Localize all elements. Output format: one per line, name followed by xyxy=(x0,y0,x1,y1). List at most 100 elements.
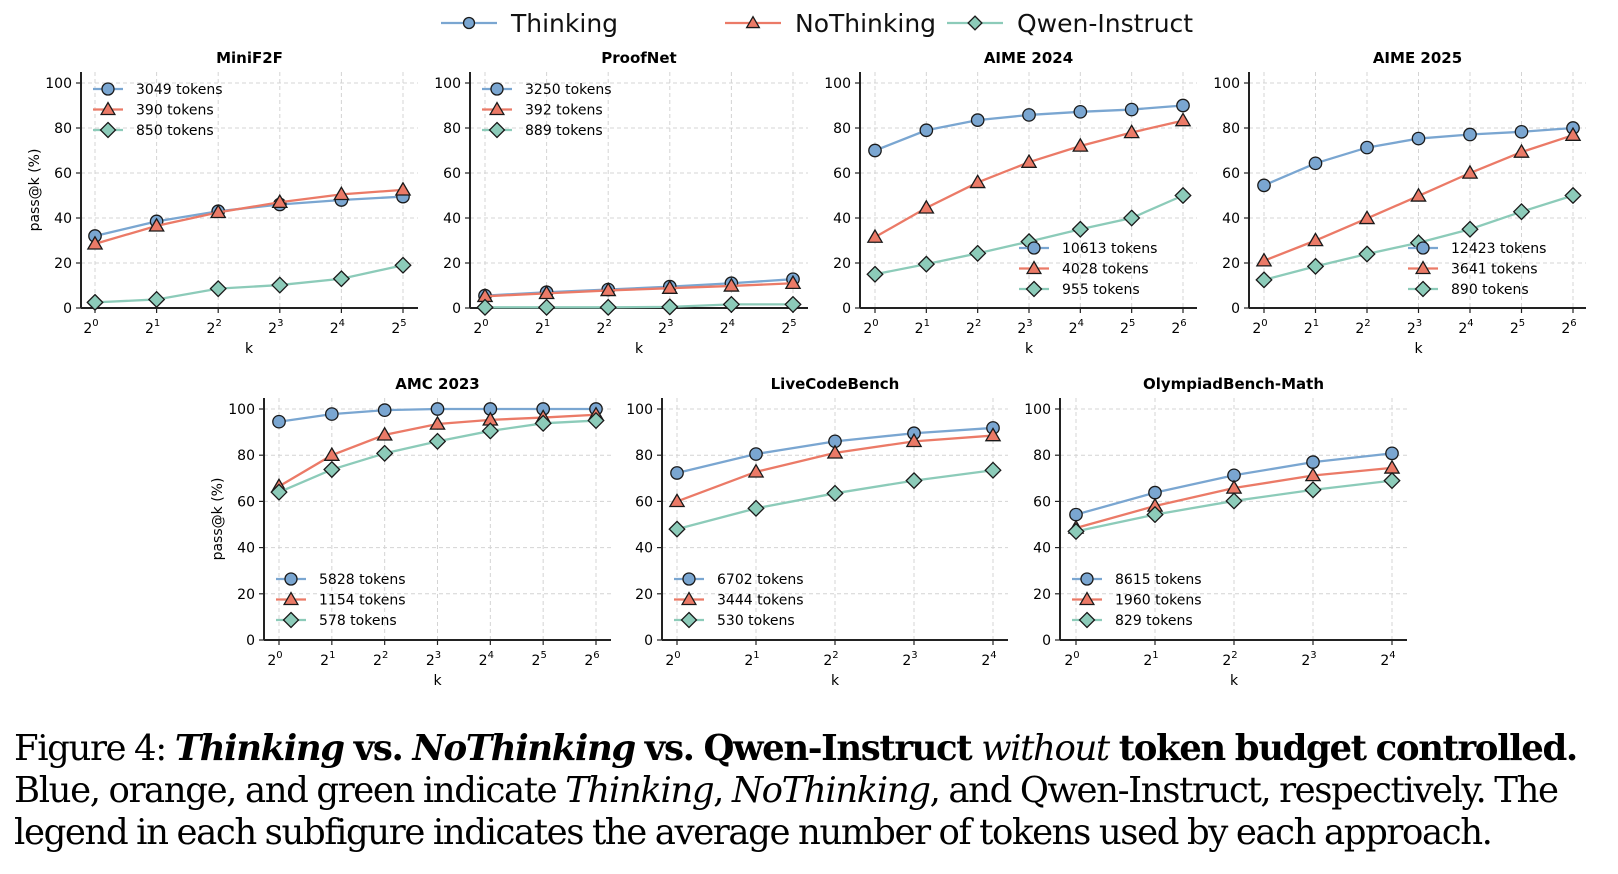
ytick-label: 20 xyxy=(54,256,72,272)
data-point xyxy=(476,298,494,316)
legend-label: 530 tokens xyxy=(717,613,795,629)
xtick-label: 25 xyxy=(391,318,406,337)
ytick-label: 20 xyxy=(635,587,653,603)
subplot-livecodebench: LiveCodeBench 0 20 40 60 80 100 20 21 22 23 24 k 6702… xyxy=(626,375,1008,689)
xtick-label: 24 xyxy=(330,318,345,337)
figure-caption: Figure 4: Thinking vs. NoThinking vs. Qw… xyxy=(14,728,1614,854)
ytick-label: 80 xyxy=(833,121,851,137)
xtick-label: 25 xyxy=(781,318,796,337)
xtick-label: 20 xyxy=(473,318,488,337)
legend-label: 1960 tokens xyxy=(1115,593,1202,609)
caption-body: Blue, orange, and green indicate Thinkin… xyxy=(14,770,1559,853)
data-point xyxy=(148,217,165,232)
xtick-label: 20 xyxy=(665,650,680,669)
xtick-label: 24 xyxy=(1380,650,1395,669)
legend-item-thinking: Thinking xyxy=(441,9,618,38)
xtick-label: 22 xyxy=(1222,650,1237,669)
x-axis-label: k xyxy=(245,341,254,357)
subplot-legend-item: 955 tokens xyxy=(1019,280,1140,298)
data-point xyxy=(1257,178,1271,193)
legend-label: 3049 tokens xyxy=(136,82,223,98)
xtick-label: 22 xyxy=(823,650,838,669)
legend-label: 10613 tokens xyxy=(1062,241,1157,257)
legend-marker-triangle-icon xyxy=(1414,260,1432,275)
legend-label: 829 tokens xyxy=(1115,613,1193,629)
ytick-label: 60 xyxy=(443,166,461,182)
subplot-minif2f: MiniF2F 0 20 40 60 80 100 20 21 22 23 24 25 k pass@k (… xyxy=(27,49,418,357)
y-axis-label: pass@k (%) xyxy=(27,149,43,232)
data-point xyxy=(1020,153,1038,168)
data-point xyxy=(905,471,923,490)
subplot-legend-item: 12423 tokens xyxy=(1408,241,1546,257)
subplot-title: MiniF2F xyxy=(216,49,283,67)
data-point xyxy=(918,199,935,214)
legend-marker-circle-icon xyxy=(284,572,298,586)
xtick-label: 21 xyxy=(915,318,930,337)
data-point xyxy=(668,520,686,538)
data-point xyxy=(86,293,104,312)
data-point xyxy=(868,143,882,158)
data-point xyxy=(537,298,556,316)
subplot-aime-2025: AIME 2025 0 20 40 60 80 100 20 21 22 23 24 25 26 k 1242… xyxy=(1213,49,1586,357)
ytick-label: 0 xyxy=(246,633,255,649)
xtick-label: 24 xyxy=(1458,318,1473,337)
ytick-label: 80 xyxy=(237,448,255,464)
data-point xyxy=(917,255,936,273)
xtick-label: 22 xyxy=(966,318,981,337)
xtick-label: 21 xyxy=(145,318,160,337)
subplot-legend-item: 3250 tokens xyxy=(482,82,612,98)
data-point xyxy=(970,113,985,127)
subplot-legend-item: 890 tokens xyxy=(1408,280,1529,298)
data-point xyxy=(1255,271,1273,289)
legend-label: NoThinking xyxy=(795,9,936,38)
legend-label: 3641 tokens xyxy=(1451,262,1538,278)
xtick-label: 24 xyxy=(479,650,494,669)
ytick-label: 60 xyxy=(1033,494,1051,510)
series-qwen-instruct xyxy=(866,186,1192,283)
ytick-label: 0 xyxy=(644,633,653,649)
series-qwen-instruct xyxy=(476,295,802,316)
xtick-label: 26 xyxy=(1171,318,1186,337)
data-point xyxy=(1463,127,1477,142)
caption-text-part: vs. xyxy=(343,728,413,769)
series-line xyxy=(485,303,793,309)
subplot-legend-item: 5828 tokens xyxy=(276,572,406,588)
subplot-amc-2023: AMC 2023 0 20 40 60 80 100 20 21 22 23 24 25 26 k pass@… xyxy=(210,375,611,689)
data-point xyxy=(270,483,288,501)
ytick-label: 100 xyxy=(1024,402,1051,418)
subplot-legend-item: 530 tokens xyxy=(674,611,795,629)
xtick-label: 24 xyxy=(981,650,996,669)
legend-marker-triangle-icon xyxy=(745,15,761,29)
series-thinking xyxy=(88,189,410,243)
data-point xyxy=(1306,257,1325,276)
x-axis-label: k xyxy=(1230,673,1239,689)
data-point xyxy=(332,270,351,288)
ytick-label: 20 xyxy=(443,256,461,272)
subplot-legend-item: 1960 tokens xyxy=(1072,591,1202,609)
data-point xyxy=(324,407,339,421)
data-point xyxy=(1514,124,1529,139)
ytick-label: 40 xyxy=(635,541,653,557)
data-point xyxy=(429,415,446,430)
data-point xyxy=(1385,446,1399,461)
ytick-label: 100 xyxy=(824,76,851,92)
data-point xyxy=(866,265,884,283)
legend-item-qwen-instruct: Qwen-Instruct xyxy=(947,9,1193,38)
subplot-olympiadbench-math: OlympiadBench-Math 0 20 40 60 80 100 20 21 22 23 24… xyxy=(1024,375,1407,689)
data-point xyxy=(1512,203,1531,221)
x-axis-label: k xyxy=(1025,341,1034,357)
data-point xyxy=(1255,252,1273,267)
legend-marker-circle-icon xyxy=(101,82,115,96)
data-point xyxy=(1176,98,1190,113)
data-point xyxy=(481,422,500,440)
subplot-legend: 12423 tokens 3641 tokens 890 tokens xyxy=(1408,241,1546,298)
data-point xyxy=(1174,186,1192,205)
subplot-legend-item: 6702 tokens xyxy=(674,572,804,588)
caption-title: Thinking vs. NoThinking vs. Qwen-Instruc… xyxy=(175,728,1579,769)
subplot-legend-item: 8615 tokens xyxy=(1072,572,1202,588)
legend-label: 8615 tokens xyxy=(1115,572,1202,588)
series-nothinking xyxy=(476,274,802,303)
ytick-label: 80 xyxy=(1222,121,1240,137)
caption-text-part: , xyxy=(713,770,732,811)
data-point xyxy=(1383,471,1401,490)
